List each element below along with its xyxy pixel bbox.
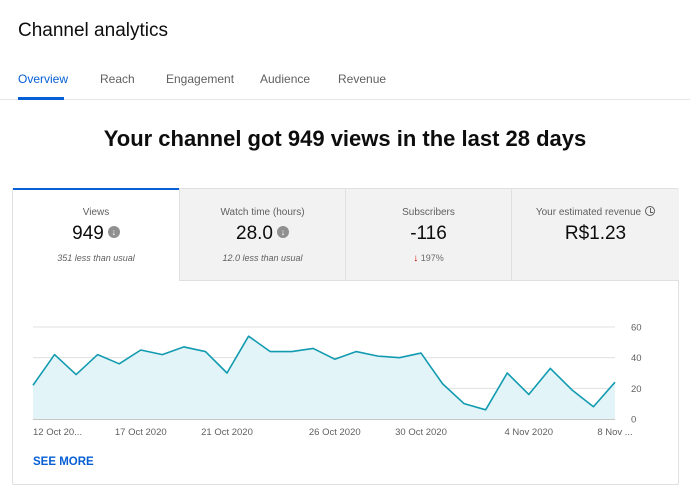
metric-views[interactable]: Views 949 ↓ 351 less than usual [13, 188, 180, 281]
tab-bar: Overview Reach Engagement Audience Reven… [0, 62, 690, 100]
views-area [33, 336, 615, 419]
views-chart: 0 20 40 60 12 Oct 20... 17 Oct 2020 21 Oct 202… [13, 281, 680, 451]
metric-value: 28.0 [236, 223, 273, 244]
x-tick-label: 30 Oct 2020 [395, 427, 447, 438]
x-tick-label: 12 Oct 20... [33, 427, 82, 438]
metric-label: Your estimated revenue [535, 207, 642, 218]
x-tick-label: 17 Oct 2020 [115, 427, 167, 438]
metric-label: Watch time (hours) [220, 207, 305, 218]
metric-note: 197% [420, 253, 444, 263]
trend-down-icon: ↓ [413, 253, 419, 264]
clock-icon[interactable] [645, 206, 656, 217]
y-tick-label: 20 [631, 384, 642, 395]
x-tick-label: 4 Nov 2020 [504, 427, 553, 438]
active-metric-indicator [13, 188, 179, 190]
down-arrow-icon: ↓ [107, 225, 120, 238]
x-tick-label: 21 Oct 2020 [201, 427, 253, 438]
down-arrow-icon: ↓ [276, 225, 289, 238]
metric-watch-time[interactable]: Watch time (hours) 28.0 ↓ 12.0 less than … [180, 189, 346, 281]
metric-value: -116 [410, 223, 447, 244]
y-tick-label: 0 [631, 415, 636, 426]
metric-label: Views [82, 207, 110, 218]
see-more-link[interactable]: SEE MORE [33, 456, 94, 468]
tab-revenue[interactable]: Revenue [338, 72, 387, 86]
tab-reach[interactable]: Reach [100, 72, 135, 86]
y-tick-label: 60 [631, 323, 642, 334]
tab-engagement[interactable]: Engagement [166, 72, 235, 86]
active-tab-indicator [18, 97, 64, 100]
x-tick-label: 26 Oct 2020 [309, 427, 361, 438]
views-chart-svg: 0 20 40 60 12 Oct 20... 17 Oct 2020 21 Oct 202… [32, 323, 642, 438]
metric-note: 351 less than usual [57, 253, 135, 263]
overview-card: Views 949 ↓ 351 less than usual Watch tim… [12, 188, 679, 485]
y-tick-label: 40 [631, 353, 642, 364]
headline: Your channel got 949 views in the last 2… [103, 126, 587, 151]
x-tick-label: 8 Nov ... [597, 427, 632, 438]
metric-label: Subscribers [402, 207, 455, 218]
tab-audience[interactable]: Audience [260, 72, 311, 86]
views-line [32, 335, 616, 411]
metric-note: 12.0 less than usual [222, 253, 303, 263]
tab-overview[interactable]: Overview [18, 72, 69, 86]
metric-value: R$1.23 [564, 223, 627, 244]
metric-revenue[interactable]: Your estimated revenue R$1.23 [512, 189, 679, 281]
metric-value: 949 [72, 223, 104, 244]
page-title: Channel analytics [18, 20, 168, 41]
metric-subscribers[interactable]: Subscribers -116 ↓ 197% [346, 189, 512, 281]
